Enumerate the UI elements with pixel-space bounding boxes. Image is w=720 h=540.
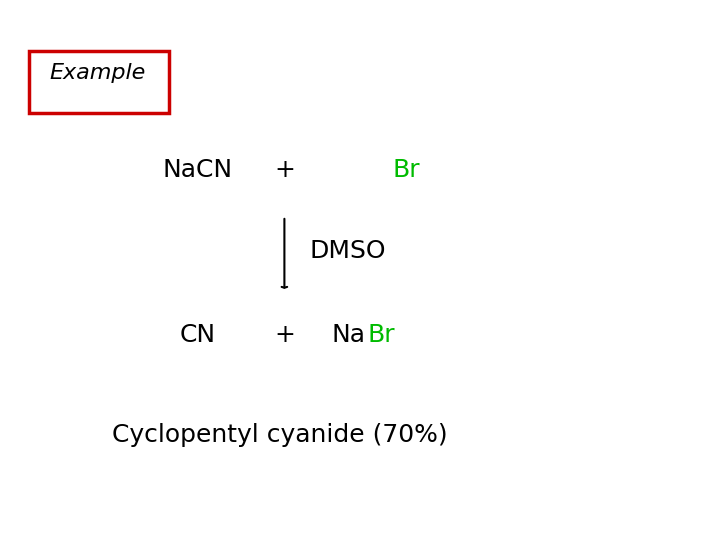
Text: NaCN: NaCN [163,158,233,182]
Text: Br: Br [393,158,420,182]
Text: +: + [274,158,294,182]
Text: Na: Na [331,323,365,347]
FancyBboxPatch shape [29,51,169,113]
Text: CN: CN [180,323,216,347]
Text: Cyclopentyl cyanide (70%): Cyclopentyl cyanide (70%) [112,423,447,447]
Text: DMSO: DMSO [310,239,386,263]
Text: Br: Br [367,323,395,347]
Text: +: + [274,323,294,347]
Text: Example: Example [49,63,145,83]
